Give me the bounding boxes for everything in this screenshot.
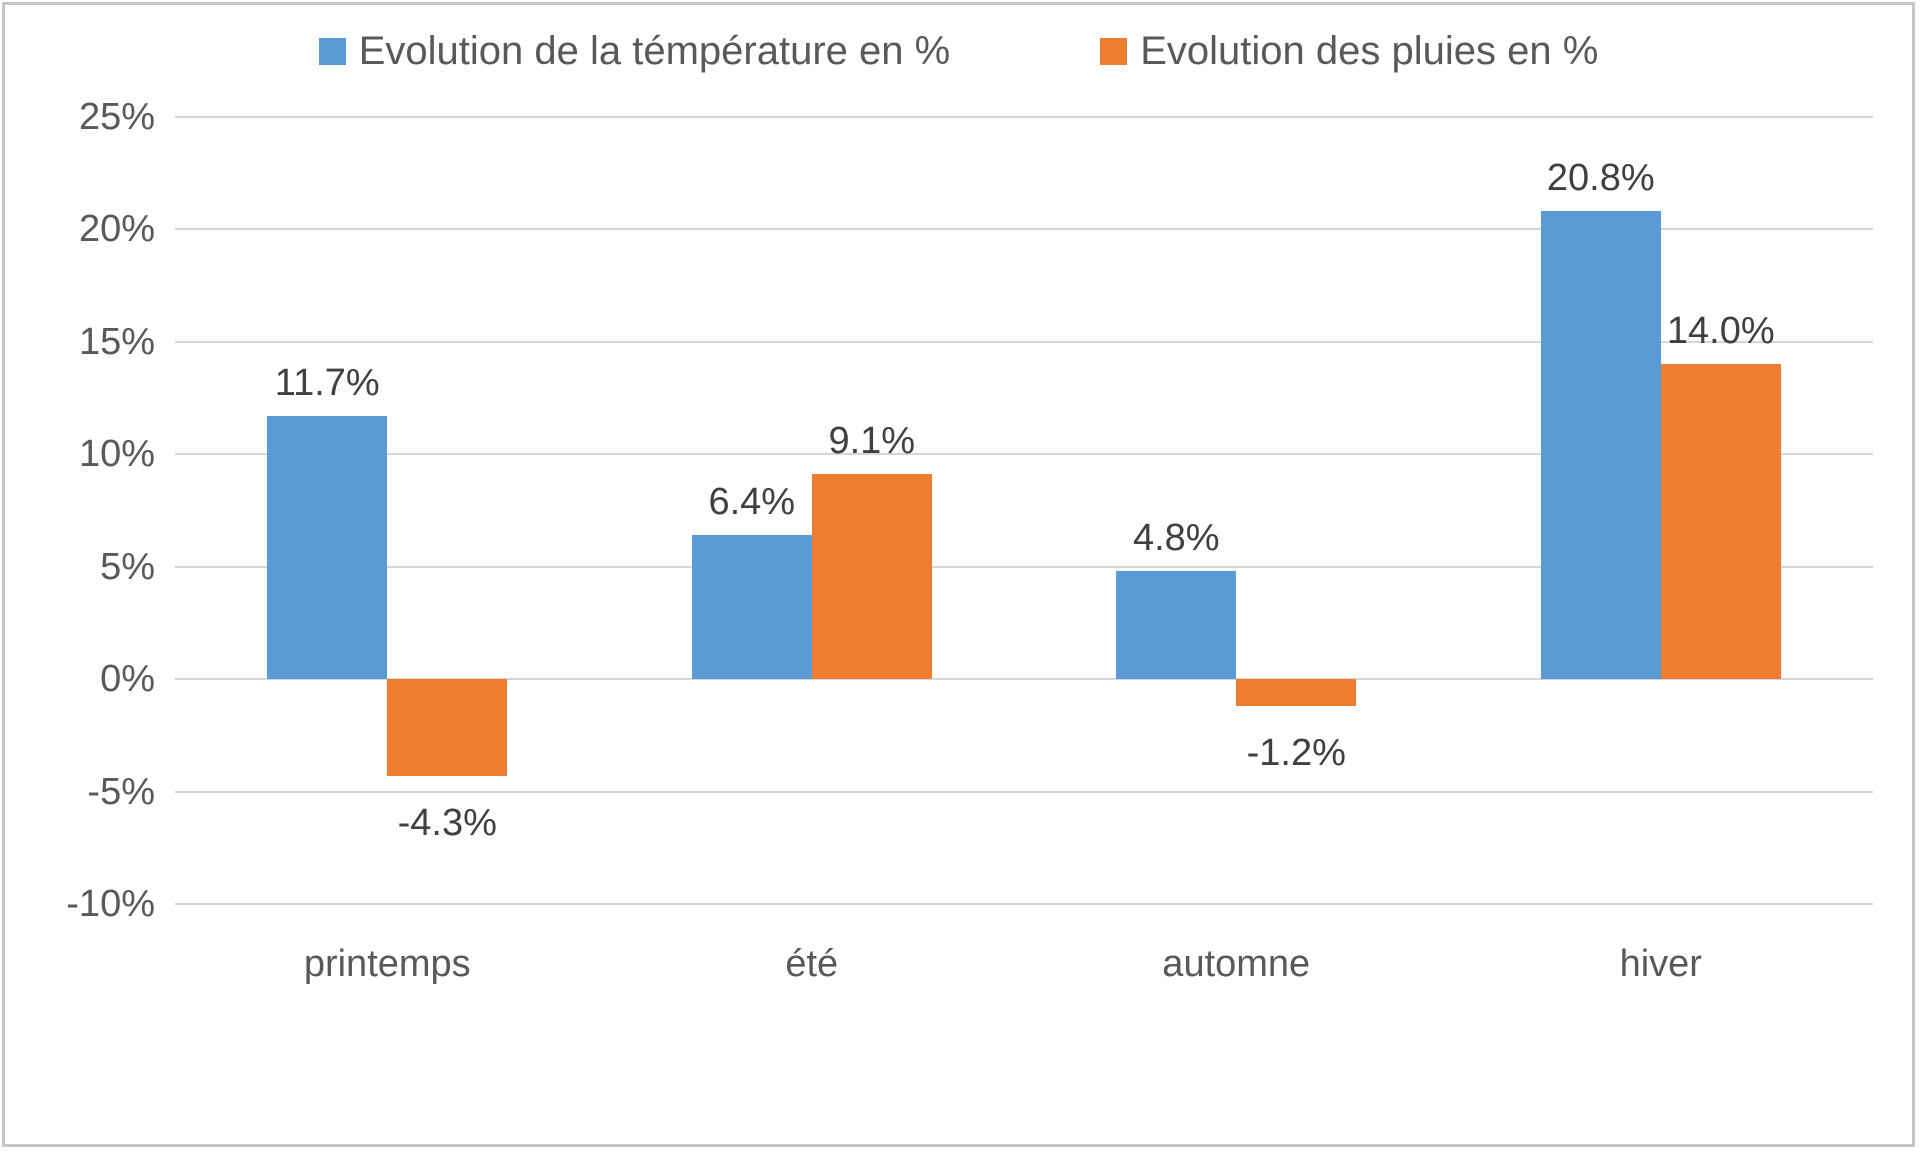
bar-temperature-été bbox=[691, 535, 812, 679]
gridline--5% bbox=[175, 790, 1873, 793]
gridline-0% bbox=[175, 678, 1873, 680]
data-label-pluies-hiver: 14.0% bbox=[1666, 310, 1775, 352]
data-label-temperature-hiver: 20.8% bbox=[1546, 157, 1655, 199]
y-axis-tick-label: 5% bbox=[100, 545, 155, 588]
bar-pluies-hiver bbox=[1660, 364, 1781, 679]
bar-temperature-hiver bbox=[1540, 211, 1661, 679]
bar-temperature-printemps bbox=[267, 415, 388, 679]
legend-item-temperature: Evolution de la témpérature en % bbox=[318, 29, 951, 74]
gridline-20% bbox=[175, 228, 1873, 230]
legend-label-pluies: Evolution des pluies en % bbox=[1140, 29, 1599, 73]
data-label-pluies-automne: -1.2% bbox=[1246, 732, 1346, 774]
legend-swatch-pluies-icon bbox=[1100, 38, 1128, 65]
data-label-temperature-été: 6.4% bbox=[708, 481, 796, 523]
gridline-25% bbox=[175, 115, 1873, 118]
legend-item-pluies: Evolution des pluies en % bbox=[1100, 29, 1598, 74]
gridline--10% bbox=[175, 903, 1873, 905]
data-label-temperature-printemps: 11.7% bbox=[274, 361, 380, 404]
legend-label-temperature: Evolution de la témpérature en % bbox=[358, 29, 951, 73]
category-label-hiver: hiver bbox=[1619, 943, 1702, 985]
bar-temperature-automne bbox=[1116, 571, 1237, 679]
y-axis-tick-label: 25% bbox=[78, 95, 155, 138]
gridline-15% bbox=[175, 340, 1873, 343]
y-axis-tick-label: 20% bbox=[78, 208, 155, 250]
gridline-5% bbox=[175, 565, 1873, 568]
bar-pluies-printemps bbox=[387, 679, 508, 776]
data-label-temperature-automne: 4.8% bbox=[1132, 517, 1220, 559]
category-label-printemps: printemps bbox=[303, 943, 471, 985]
bar-pluies-été bbox=[811, 474, 932, 679]
data-label-pluies-été: 9.1% bbox=[828, 420, 916, 463]
bar-pluies-automne bbox=[1236, 679, 1357, 706]
legend-swatch-temperature-icon bbox=[318, 38, 346, 65]
y-axis-tick-label: -10% bbox=[66, 883, 155, 925]
y-axis-tick-label: 15% bbox=[78, 320, 155, 363]
y-axis-tick-label: 10% bbox=[78, 433, 155, 475]
y-axis-tick-label: -5% bbox=[87, 770, 155, 813]
gridline-10% bbox=[175, 453, 1873, 455]
category-label-été: été bbox=[785, 943, 839, 985]
y-axis-tick-label: 0% bbox=[100, 658, 155, 700]
chart-legend: Evolution de la témpérature en % Evoluti… bbox=[5, 29, 1912, 74]
data-label-pluies-printemps: -4.3% bbox=[397, 801, 497, 844]
category-label-automne: automne bbox=[1162, 943, 1311, 985]
